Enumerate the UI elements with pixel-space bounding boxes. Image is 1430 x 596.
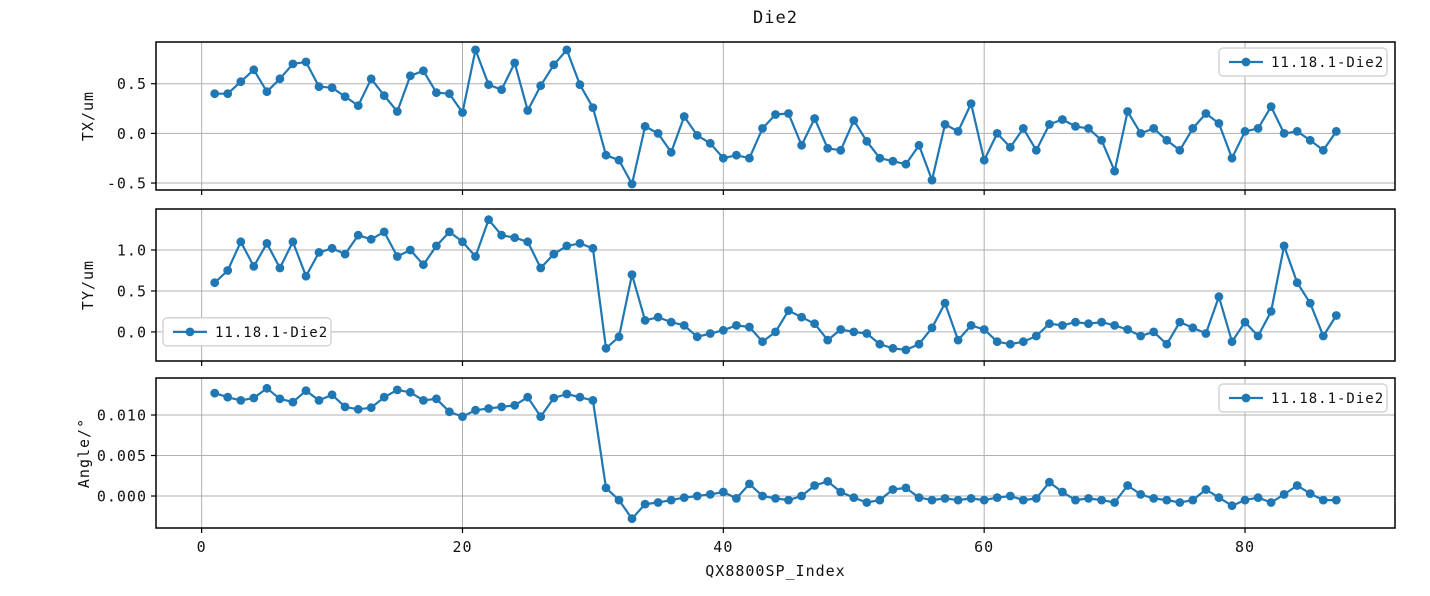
subplot-tx: 0.5 0.0 -0.5 11.18.1-Die2 bbox=[107, 41, 1396, 195]
tick-marks bbox=[151, 83, 1246, 195]
svg-text:40: 40 bbox=[713, 538, 733, 556]
svg-text:0.5: 0.5 bbox=[117, 282, 147, 300]
ylabel-tx: TX/um bbox=[79, 90, 97, 142]
y-tick-labels: 1.0 0.5 0.0 bbox=[117, 241, 147, 341]
y-tick-labels: 0.5 0.0 -0.5 bbox=[107, 75, 147, 193]
ylabel-ty: TY/um bbox=[79, 259, 97, 311]
series-markers bbox=[210, 383, 1341, 524]
plot-spines bbox=[155, 41, 1396, 191]
legend-label: 11.18.1-Die2 bbox=[1271, 391, 1384, 407]
subplot-angle: 0.010 0.005 0.000 0 20 40 60 80 11.18.1-Die2 bbox=[97, 377, 1396, 556]
svg-text:-0.5: -0.5 bbox=[107, 175, 147, 193]
svg-text:1.0: 1.0 bbox=[117, 241, 147, 259]
legend: 11.18.1-Die2 bbox=[1218, 47, 1388, 77]
plot-spines bbox=[155, 377, 1396, 529]
x-tick-labels: 0 20 40 60 80 bbox=[197, 538, 1255, 556]
legend-marker-icon bbox=[1241, 57, 1251, 67]
tick-marks bbox=[151, 249, 1246, 366]
subplot-ty: 1.0 0.5 0.0 11.18.1-Die2 bbox=[117, 208, 1396, 366]
svg-text:0.010: 0.010 bbox=[97, 407, 147, 425]
gridlines bbox=[156, 378, 1395, 528]
svg-text:0: 0 bbox=[197, 538, 207, 556]
gridlines bbox=[156, 42, 1395, 190]
plot-spines bbox=[155, 208, 1396, 362]
svg-text:60: 60 bbox=[974, 538, 994, 556]
series-markers bbox=[210, 215, 1341, 355]
legend-label: 11.18.1-Die2 bbox=[1271, 55, 1384, 71]
xlabel: QX8800SP_Index bbox=[705, 562, 846, 580]
legend: 11.18.1-Die2 bbox=[1218, 383, 1388, 413]
legend: 11.18.1-Die2 bbox=[162, 317, 332, 347]
svg-text:0.0: 0.0 bbox=[117, 323, 147, 341]
gridlines bbox=[156, 209, 1395, 361]
legend-marker-icon bbox=[1241, 393, 1251, 403]
legend-label: 11.18.1-Die2 bbox=[215, 325, 328, 341]
tick-marks bbox=[151, 414, 1246, 533]
svg-text:80: 80 bbox=[1235, 538, 1255, 556]
svg-text:0.005: 0.005 bbox=[97, 447, 147, 465]
svg-text:0.5: 0.5 bbox=[117, 75, 147, 93]
svg-text:20: 20 bbox=[452, 538, 472, 556]
svg-text:0.0: 0.0 bbox=[117, 125, 147, 143]
svg-text:0.000: 0.000 bbox=[97, 488, 147, 506]
y-tick-labels: 0.010 0.005 0.000 bbox=[97, 407, 147, 506]
legend-marker-icon bbox=[185, 327, 195, 337]
ylabel-angle: Angle/° bbox=[75, 417, 93, 489]
chart-title: Die2 bbox=[753, 8, 798, 28]
series-markers bbox=[210, 45, 1341, 189]
